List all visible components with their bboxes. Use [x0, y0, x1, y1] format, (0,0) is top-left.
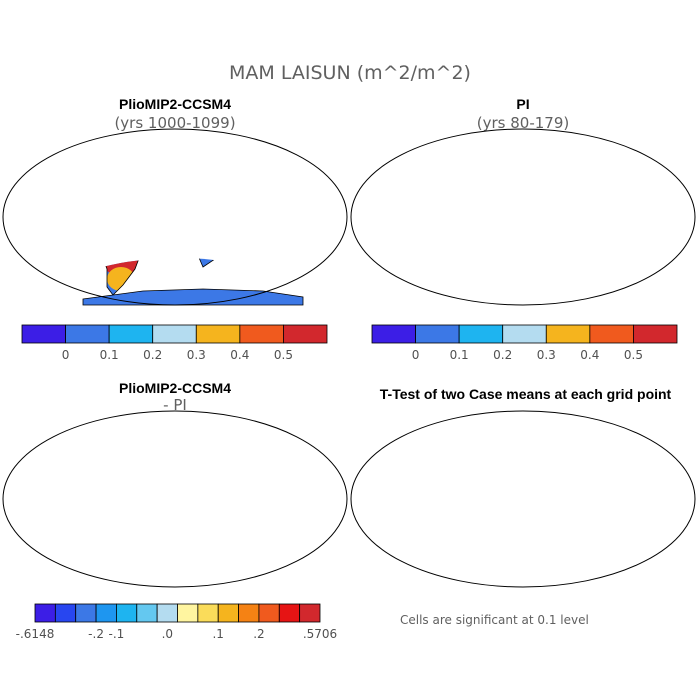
colorbar-top-left-tick-label: 0.1 — [100, 348, 119, 362]
colorbar-top-left-tick-label: 0.3 — [187, 348, 206, 362]
colorbar-diff-swatch — [116, 603, 138, 623]
colorbar-diff-swatch — [177, 603, 199, 623]
colorbar-diff-swatch — [95, 603, 117, 623]
colorbar-diff-swatch — [197, 603, 219, 623]
map-border-ttest — [350, 410, 696, 588]
colorbar-diff-tick-label: -.1 — [109, 627, 125, 641]
colorbar-diff-swatch — [217, 603, 239, 623]
colorbar-top-right-swatch — [502, 324, 547, 344]
colorbar-diff: -.6148 -.2 -.1 .0 .1 .2 .5706 — [16, 603, 337, 641]
colorbar-diff-swatch — [75, 603, 97, 623]
panel4-title: T-Test of two Case means at each grid po… — [379, 386, 672, 402]
colorbar-top-right-tick-label: 0.4 — [580, 348, 599, 362]
colorbar-top-left-swatch — [65, 324, 110, 344]
colorbar-diff-tick-label: .5706 — [303, 627, 337, 641]
map-border-pi — [350, 128, 696, 306]
colorbar-diff-tick-label: .0 — [162, 627, 173, 641]
colorbar-top-right: 0 0.1 0.2 0.3 0.4 0.5 — [371, 324, 678, 362]
map-border-difference — [2, 410, 348, 588]
colorbar-top-right-tick-label: 0.3 — [537, 348, 556, 362]
colorbar-top-right-tick-label: 0.1 — [450, 348, 469, 362]
colorbar-top-left-swatch — [239, 324, 284, 344]
colorbar-diff-swatch — [299, 603, 321, 623]
map-border-pliomip2-ccsm4 — [2, 128, 348, 306]
colorbar-top-left-tick-label: 0 — [62, 348, 70, 362]
colorbar-top-left-tick-label: 0.5 — [274, 348, 293, 362]
panel3-title: PlioMIP2-CCSM4 — [118, 380, 231, 396]
map-pliomip2-ccsm4 — [6, 258, 347, 306]
colorbar-top-left-swatch — [21, 324, 66, 344]
colorbar-top-left-swatch — [283, 324, 328, 344]
significance-note: Cells are significant at 0.1 level — [400, 613, 589, 627]
colorbar-diff-swatch — [278, 603, 301, 623]
panel2-subtitle: (yrs 80-179) — [476, 114, 570, 132]
map-difference — [3, 411, 347, 587]
colorbar-top-left-tick-label: 0.4 — [230, 348, 249, 362]
panel1-subtitle: (yrs 1000-1099) — [114, 114, 236, 132]
colorbar-diff-tick-label: -.2 — [88, 627, 104, 641]
colorbar-top-right-swatch — [458, 324, 504, 344]
colorbar-top-right-swatch — [633, 324, 678, 344]
colorbar-top-right-swatch — [415, 324, 460, 344]
colorbar-top-left-swatch — [195, 324, 241, 344]
colorbar-diff-tick-label: .2 — [253, 627, 264, 641]
colorbar-diff-swatch — [258, 603, 280, 623]
colorbar-top-left-swatch — [108, 324, 154, 344]
panel3-subtitle: - PI — [163, 396, 187, 414]
panel2-title: PI — [516, 96, 530, 112]
colorbar-top-left-tick-label: 0.2 — [143, 348, 162, 362]
colorbar-top-right-swatch — [589, 324, 634, 344]
colorbar-top-right-swatch — [371, 324, 416, 344]
map-pi — [351, 129, 695, 305]
colorbar-top-right-tick-label: 0.2 — [493, 348, 512, 362]
panel1-title: PlioMIP2-CCSM4 — [118, 96, 231, 112]
colorbar-top-left: 0 0.1 0.2 0.3 0.4 0.5 — [21, 324, 328, 362]
colorbar-diff-swatch — [238, 603, 260, 623]
colorbar-diff-swatch — [54, 603, 77, 623]
colorbar-top-left-swatch — [152, 324, 197, 344]
colorbar-diff-swatch — [136, 603, 158, 623]
colorbar-diff-tick-label: -.6148 — [16, 627, 55, 641]
colorbar-top-right-tick-label: 0 — [412, 348, 420, 362]
colorbar-top-right-tick-label: 0.5 — [624, 348, 643, 362]
colorbar-diff-swatch — [156, 603, 178, 623]
colorbar-top-right-swatch — [545, 324, 591, 344]
figure-title: MAM LAISUN (m^2/m^2) — [229, 62, 471, 84]
colorbar-diff-swatch — [34, 603, 56, 623]
colorbar-diff-tick-label: .1 — [212, 627, 223, 641]
